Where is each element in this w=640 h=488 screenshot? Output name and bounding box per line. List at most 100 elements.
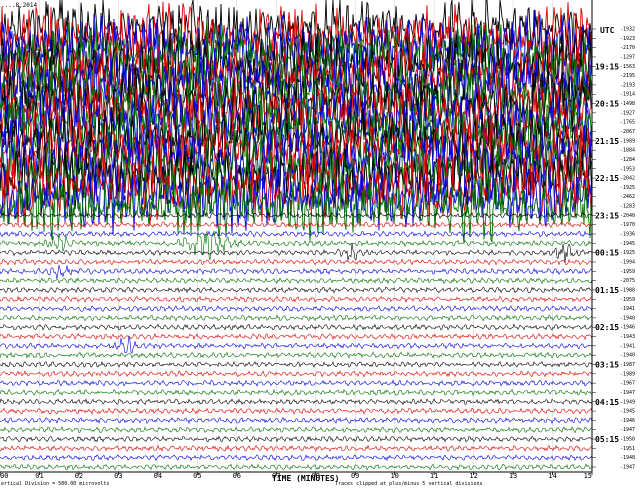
trace-row bbox=[0, 171, 593, 244]
row-value-label: -1949 bbox=[620, 399, 635, 405]
trace-row bbox=[0, 407, 593, 415]
trace-row bbox=[0, 351, 593, 359]
row-value-label: -1923 bbox=[620, 36, 635, 42]
row-value-label: -2462 bbox=[620, 194, 635, 200]
utc-tick-label-0415: 04:15 bbox=[595, 398, 619, 407]
row-value-label: -2193 bbox=[620, 82, 635, 88]
x-tick-label-14: 14 bbox=[548, 472, 556, 480]
row-value-label: -1989 bbox=[620, 371, 635, 377]
x-tick-label-13: 13 bbox=[509, 472, 517, 480]
trace-row bbox=[0, 444, 593, 453]
utc-tick-label-2015: 20:15 bbox=[595, 100, 619, 109]
utc-tick-label-0515: 05:15 bbox=[595, 435, 619, 444]
row-value-label: -1988 bbox=[620, 287, 635, 293]
row-value-label: -1951 bbox=[620, 446, 635, 452]
row-value-label: -1941 bbox=[620, 306, 635, 312]
x-tick-label-04: 04 bbox=[154, 472, 162, 480]
row-value-label: -1936 bbox=[620, 232, 635, 238]
x-tick-label-02: 02 bbox=[75, 472, 83, 480]
row-value-label: -1932 bbox=[620, 27, 635, 33]
row-value-label: -2067 bbox=[620, 129, 635, 135]
row-value-label: -1884 bbox=[620, 148, 635, 154]
utc-tick-label-2215: 22:15 bbox=[595, 174, 619, 183]
trace-row bbox=[0, 160, 593, 235]
row-value-label: -1941 bbox=[620, 343, 635, 349]
footer-left-text: ertical Division = 500.00 microvolts bbox=[1, 481, 109, 487]
x-axis-label: TIME (MINUTES) bbox=[272, 474, 339, 483]
row-value-label: -1967 bbox=[620, 381, 635, 387]
trace-row bbox=[0, 295, 592, 304]
utc-axis-title: UTC bbox=[600, 26, 615, 35]
x-tick-label-12: 12 bbox=[469, 472, 477, 480]
trace-row bbox=[0, 211, 593, 219]
x-tick-label-05: 05 bbox=[193, 472, 201, 480]
row-value-label: -1959 bbox=[620, 269, 635, 275]
row-value-label: -1940 bbox=[620, 315, 635, 321]
trace-row bbox=[0, 314, 593, 322]
utc-tick-label-0015: 00:15 bbox=[595, 249, 619, 258]
utc-tick-label-0215: 02:15 bbox=[595, 323, 619, 332]
x-tick-label-08: 08 bbox=[312, 472, 320, 480]
trace-row bbox=[0, 277, 593, 285]
row-value-label: -1297 bbox=[620, 54, 635, 60]
x-tick-label-07: 07 bbox=[272, 472, 280, 480]
trace-row bbox=[0, 454, 593, 462]
row-value-label: -1946 bbox=[620, 325, 635, 331]
row-value-label: -1925 bbox=[620, 250, 635, 256]
trace-row bbox=[0, 379, 593, 387]
row-value-label: -1947 bbox=[620, 390, 635, 396]
utc-tick-label-2115: 21:15 bbox=[595, 137, 619, 146]
trace-row bbox=[0, 335, 593, 354]
trace-row bbox=[0, 286, 593, 294]
row-value-label: -2040 bbox=[620, 213, 635, 219]
row-value-label: -1950 bbox=[620, 437, 635, 443]
row-value-label: -1945 bbox=[620, 241, 635, 247]
row-value-label: -1765 bbox=[620, 120, 635, 126]
trace-row bbox=[0, 398, 593, 406]
row-value-label: -2195 bbox=[620, 73, 635, 79]
x-tick-label-09: 09 bbox=[351, 472, 359, 480]
trace-row bbox=[0, 264, 593, 280]
trace-row bbox=[0, 463, 593, 471]
trace-row bbox=[0, 305, 593, 312]
x-tick-label-10: 10 bbox=[390, 472, 398, 480]
utc-tick-label-0315: 03:15 bbox=[595, 360, 619, 369]
x-tick-label-03: 03 bbox=[114, 472, 122, 480]
row-value-label: -1925 bbox=[620, 185, 635, 191]
row-value-label: -1947 bbox=[620, 427, 635, 433]
row-value-label: -1914 bbox=[620, 92, 635, 98]
row-value-label: -1283 bbox=[620, 204, 635, 210]
row-value-labels: -1932 -1923 -2170 -1297 -1563 -2195 -2193 -1914… bbox=[592, 27, 635, 471]
row-value-label: -1970 bbox=[620, 222, 635, 228]
trace-row bbox=[0, 388, 593, 397]
trace-row bbox=[0, 58, 593, 132]
row-value-label: -1943 bbox=[620, 334, 635, 340]
trace-row bbox=[0, 416, 593, 425]
x-axis-ticks: 00 01 02 03 04 05 06 07 08 09 10 11 12 13 14 15 bbox=[0, 472, 593, 480]
row-value-label: -1953 bbox=[620, 166, 635, 172]
row-value-label: -1959 bbox=[620, 297, 635, 303]
x-tick-label-00: 00 bbox=[0, 472, 8, 480]
utc-tick-label-2315: 23:15 bbox=[595, 211, 619, 220]
trace-row bbox=[0, 230, 592, 261]
trace-row bbox=[0, 230, 593, 238]
footer-right-text: Traces clipped at plus/minus 5 vertical … bbox=[335, 481, 483, 487]
row-value-label: -2170 bbox=[620, 45, 635, 51]
row-value-label: -2075 bbox=[620, 278, 635, 284]
trace-row bbox=[0, 86, 593, 160]
row-value-label: -2042 bbox=[620, 176, 635, 182]
row-value-label: -1927 bbox=[620, 110, 635, 116]
row-value-label: -1947 bbox=[620, 465, 635, 471]
x-tick-label-11: 11 bbox=[430, 472, 438, 480]
row-value-label: -1946 bbox=[620, 418, 635, 424]
x-tick-label-01: 01 bbox=[35, 472, 43, 480]
trace-row bbox=[0, 243, 593, 263]
trace-row bbox=[0, 323, 593, 331]
row-value-label: -1987 bbox=[620, 362, 635, 368]
x-tick-label-15: 15 bbox=[584, 472, 592, 480]
row-value-label: -1940 bbox=[620, 353, 635, 359]
utc-tick-label-0115: 01:15 bbox=[595, 286, 619, 295]
trace-row bbox=[0, 360, 593, 368]
x-tick-label-06: 06 bbox=[233, 472, 241, 480]
